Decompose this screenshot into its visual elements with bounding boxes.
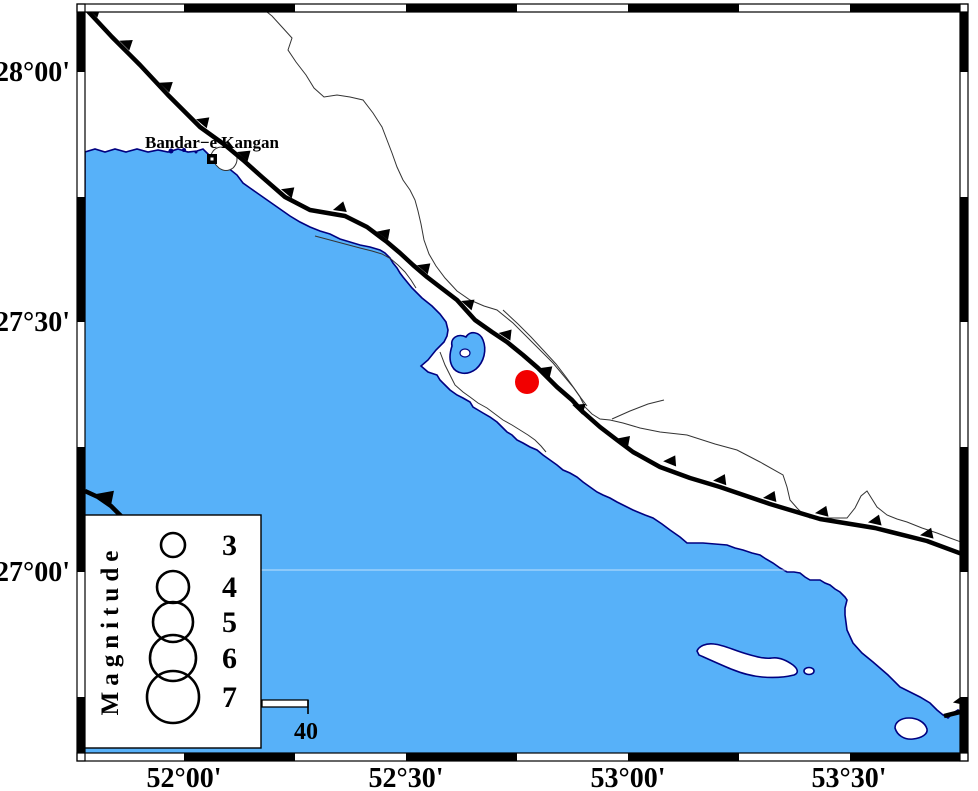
lagoon-inner-spit bbox=[459, 348, 471, 358]
contour-branch bbox=[611, 399, 665, 420]
frame-corner bbox=[76, 752, 86, 762]
legend-circle-m3 bbox=[159, 531, 187, 559]
legend-box bbox=[85, 514, 262, 749]
frame-corner bbox=[76, 3, 86, 13]
legend-size-label: 4 bbox=[222, 571, 237, 604]
map-frame bbox=[76, 3, 969, 762]
lon-label-53: 53°00' bbox=[591, 763, 666, 791]
contour-line-main bbox=[266, 12, 960, 543]
island-large bbox=[696, 643, 799, 679]
legend-size-label: 6 bbox=[222, 642, 237, 675]
legend-circle-m7 bbox=[145, 669, 201, 725]
island-southeast bbox=[894, 717, 928, 740]
contour-line-shore bbox=[314, 235, 417, 289]
frame-corner bbox=[959, 3, 969, 13]
town-marker-center bbox=[210, 157, 214, 161]
town-label: Bandar−e Kangan bbox=[145, 133, 279, 152]
contour-line-lagoon bbox=[439, 351, 547, 453]
frame-outer-outline bbox=[76, 3, 969, 762]
legend-size-label: 3 bbox=[222, 529, 237, 562]
scale-bar-label: 40 bbox=[294, 719, 318, 745]
sea-polygon bbox=[85, 148, 960, 753]
legend-circle-m6 bbox=[148, 633, 198, 683]
lon-label-52: 52°00' bbox=[147, 763, 222, 791]
lat-label-2730: 27°30' bbox=[0, 307, 70, 338]
map-content: Bandar−e Kangan Magnitude 3 4 5 6 7 40 bbox=[85, 12, 960, 753]
axis-labels: 28°00' 27°30' 27°00' 52°00' 52°30' 53°00… bbox=[0, 57, 886, 791]
frame-segments-horizontal bbox=[184, 4, 960, 761]
lat-label-27: 27°00' bbox=[0, 557, 70, 588]
legend-size-label: 7 bbox=[222, 681, 237, 714]
frame-corner bbox=[959, 752, 969, 762]
legend-size-label: 5 bbox=[222, 606, 237, 639]
coastal-marsh-dot bbox=[194, 150, 198, 154]
legend: Magnitude 3 4 5 6 7 bbox=[85, 514, 262, 749]
frame-inner-outline bbox=[84, 11, 961, 754]
legend-circle-m5 bbox=[151, 600, 195, 644]
fault-line bbox=[85, 12, 960, 556]
kangan-cove-outline bbox=[210, 146, 238, 171]
fault-stub-legend bbox=[85, 488, 123, 518]
frame-segments-vertical bbox=[77, 12, 968, 753]
lon-label-5330: 53°30' bbox=[812, 763, 887, 791]
lat-label-28: 28°00' bbox=[0, 57, 70, 88]
coastal-marsh-dot bbox=[168, 148, 174, 154]
scale-bar-rect bbox=[261, 699, 309, 708]
islet-small bbox=[803, 666, 815, 676]
legend-title: Magnitude bbox=[97, 545, 124, 716]
epicenter-marker bbox=[515, 370, 539, 394]
scale-bar: 40 bbox=[261, 699, 318, 745]
lon-label-5230: 52°30' bbox=[369, 763, 444, 791]
fault-stub-southeast bbox=[943, 709, 960, 719]
contour-line-parallel bbox=[502, 309, 588, 407]
coastal-marsh-dot bbox=[182, 148, 186, 152]
